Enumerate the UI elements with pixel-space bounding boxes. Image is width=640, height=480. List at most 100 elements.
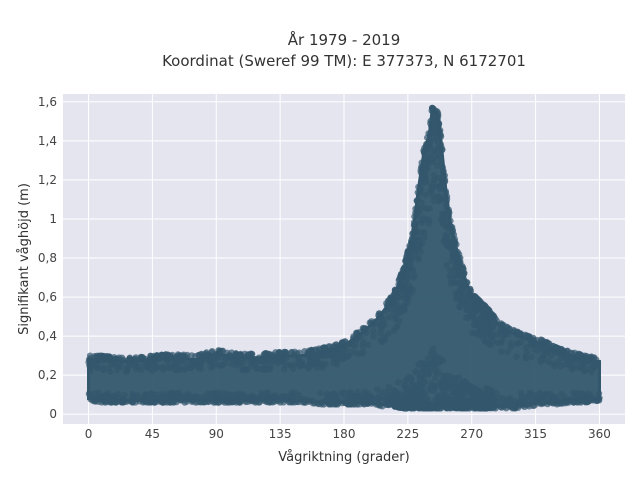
scatter-point	[397, 285, 404, 293]
scatter-point	[513, 340, 521, 348]
scatter-point	[524, 392, 532, 399]
scatter-point	[409, 230, 416, 237]
x-axis-label: Vågriktning (grader)	[278, 450, 409, 465]
scatter-point	[243, 367, 250, 374]
scatter-point	[489, 332, 496, 339]
scatter-point	[454, 405, 461, 412]
scatter-point	[263, 353, 271, 361]
scatter-point	[415, 361, 422, 369]
scatter-point	[440, 171, 447, 178]
scatter-point	[431, 177, 438, 184]
scatter-point	[532, 392, 539, 399]
scatter-point	[501, 331, 508, 339]
scatter-point	[450, 236, 457, 244]
scatter-point	[462, 383, 469, 391]
scatter-point	[499, 336, 506, 343]
x-tick-label: 315	[524, 427, 547, 441]
scatter-point	[475, 331, 482, 339]
scatter-point	[443, 404, 450, 412]
scatter-point	[409, 266, 417, 274]
scatter-point	[402, 392, 409, 399]
scatter-point	[359, 349, 367, 356]
scatter-point	[432, 135, 439, 142]
x-tick-label: 270	[460, 427, 483, 441]
scatter-point	[94, 355, 101, 362]
scatter-point	[408, 405, 415, 412]
scatter-point	[461, 300, 468, 308]
scatter-point	[377, 330, 384, 337]
scatter-point	[370, 327, 377, 335]
scatter-point	[153, 352, 161, 359]
scatter-point	[385, 297, 392, 304]
scatter-point	[434, 162, 441, 169]
scatter-point	[347, 392, 354, 400]
scatter-point	[455, 259, 463, 266]
scatter-point	[439, 146, 446, 153]
scatter-point	[411, 272, 418, 279]
scatter-point	[314, 400, 322, 407]
scatter-point	[381, 321, 388, 328]
scatter-point	[557, 348, 565, 355]
scatter-point	[302, 399, 309, 406]
scatter-point	[200, 399, 208, 406]
scatter-point	[197, 359, 205, 367]
scatter-point	[443, 262, 451, 269]
y-axis-ticks: 0 0,2 0,4 0,6 0,8 1 1,2 1,4 1,6	[38, 95, 57, 421]
scatter-point	[440, 384, 447, 392]
scatter-point	[277, 399, 284, 406]
scatter-point	[276, 356, 283, 363]
scatter-point	[368, 400, 375, 407]
scatter-point	[545, 340, 552, 347]
scatter-point	[320, 346, 328, 353]
scatter-point	[421, 234, 428, 241]
scatter-point	[512, 403, 519, 410]
scatter-point	[421, 229, 428, 236]
scatter-point	[434, 193, 441, 200]
scatter-point	[145, 365, 153, 372]
scatter-point	[248, 398, 255, 405]
scatter-point	[455, 251, 463, 258]
scatter-point	[528, 396, 535, 403]
scatter-point	[265, 395, 272, 403]
scatter-point	[121, 391, 128, 399]
scatter-point	[152, 356, 160, 364]
y-tick-label: 1,4	[38, 134, 57, 148]
scatter-point	[578, 357, 586, 365]
scatter-point	[258, 392, 266, 399]
scatter-point	[288, 362, 295, 369]
scatter-point	[435, 151, 442, 158]
scatter-point	[375, 310, 383, 317]
scatter-point	[432, 375, 439, 382]
scatter-point	[329, 398, 337, 406]
scatter-point	[393, 292, 400, 299]
scatter-point	[429, 156, 437, 163]
scatter-point	[86, 364, 94, 371]
scatter-point	[329, 343, 337, 350]
scatter-point	[218, 354, 225, 361]
scatter-point	[229, 391, 236, 398]
scatter-point	[332, 393, 339, 400]
scatter-point	[208, 356, 215, 363]
scatter-point	[228, 396, 236, 404]
scatter-point	[365, 341, 372, 348]
scatter-point	[473, 389, 480, 396]
scatter-point	[531, 402, 538, 409]
scatter-point	[584, 392, 591, 399]
scatter-point	[129, 394, 136, 401]
scatter-point	[117, 363, 124, 370]
x-tick-label: 0	[85, 427, 93, 441]
scatter-point	[286, 398, 294, 405]
scatter-point	[181, 359, 188, 366]
scatter-point	[270, 357, 278, 365]
scatter-point	[589, 361, 596, 368]
scatter-point	[477, 315, 484, 322]
scatter-point	[193, 392, 200, 400]
scatter-point	[590, 354, 597, 362]
scatter-point	[293, 350, 301, 357]
scatter-point	[424, 205, 431, 212]
scatter-point	[340, 389, 347, 396]
scatter-point	[433, 352, 440, 360]
scatter-point	[318, 360, 325, 368]
scatter-point	[433, 395, 440, 402]
